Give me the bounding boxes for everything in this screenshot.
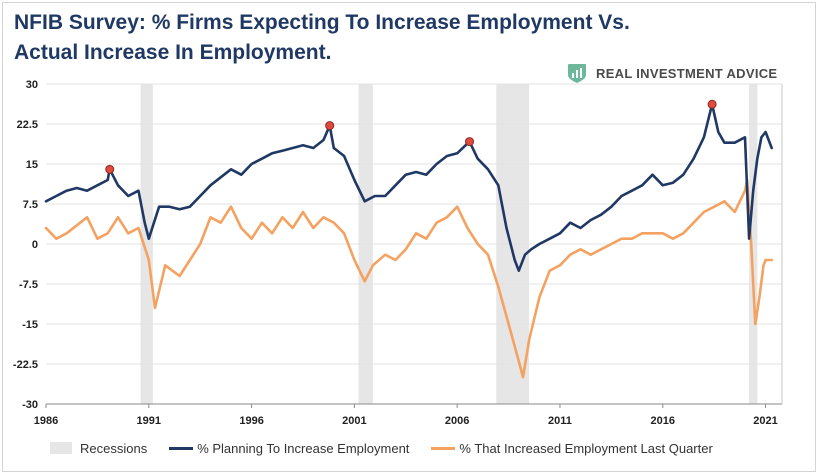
y-tick-label: 0 bbox=[32, 239, 38, 251]
title-line-2: Actual Increase In Employment. bbox=[14, 41, 332, 64]
y-tick-label: -7.5 bbox=[19, 279, 38, 291]
brand-logo: REAL INVESTMENT ADVICE bbox=[566, 62, 777, 84]
x-tick-label: 2001 bbox=[342, 415, 366, 427]
real-investment-advice-logo-icon bbox=[568, 64, 586, 83]
x-tick-label: 2006 bbox=[445, 415, 469, 427]
legend-item-planning: % Planning To Increase Employment bbox=[169, 441, 409, 456]
y-tick-label: -15 bbox=[22, 319, 38, 331]
y-tick-label: 30 bbox=[26, 79, 38, 91]
legend-label-planning: % Planning To Increase Employment bbox=[197, 440, 410, 456]
x-tick-label: 2016 bbox=[651, 415, 675, 427]
increased-swatch bbox=[431, 446, 456, 450]
x-tick-label: 2011 bbox=[548, 415, 572, 427]
y-tick-label: 7.5 bbox=[23, 199, 38, 211]
chart-legend: Recessions % Planning To Increase Employ… bbox=[50, 437, 735, 459]
peak-marker-3 bbox=[465, 137, 475, 147]
legend-label-increased: % That Increased Employment Last Quarter bbox=[459, 440, 713, 456]
recession-swatch bbox=[50, 442, 72, 454]
x-tick-label: 2021 bbox=[753, 415, 777, 427]
x-tick-label: 1996 bbox=[239, 415, 263, 427]
x-tick-label: 1991 bbox=[137, 415, 161, 427]
legend-item-increased: % That Increased Employment Last Quarter bbox=[431, 440, 713, 456]
series-line-increased bbox=[44, 178, 774, 379]
peak-marker-2 bbox=[325, 121, 335, 131]
peak-marker-4 bbox=[707, 99, 717, 109]
y-tick-label: 15 bbox=[26, 159, 38, 171]
y-tick-label: 22.5 bbox=[17, 119, 38, 131]
chart-title: NFIB Survey: % Firms Expecting To Increa… bbox=[14, 8, 714, 68]
series-line-planning bbox=[44, 103, 774, 273]
brand-name: REAL INVESTMENT ADVICE bbox=[596, 65, 778, 81]
legend-item-recessions: Recessions bbox=[50, 441, 147, 456]
x-tick-label: 1986 bbox=[34, 415, 58, 427]
peak-marker-1 bbox=[105, 164, 115, 174]
y-tick-label: -30 bbox=[22, 399, 38, 411]
planning-swatch bbox=[169, 446, 194, 450]
y-tick-label: -22.5 bbox=[13, 359, 38, 371]
title-line-1: NFIB Survey: % Firms Expecting To Increa… bbox=[14, 11, 630, 34]
legend-label-recessions: Recessions bbox=[80, 440, 148, 456]
